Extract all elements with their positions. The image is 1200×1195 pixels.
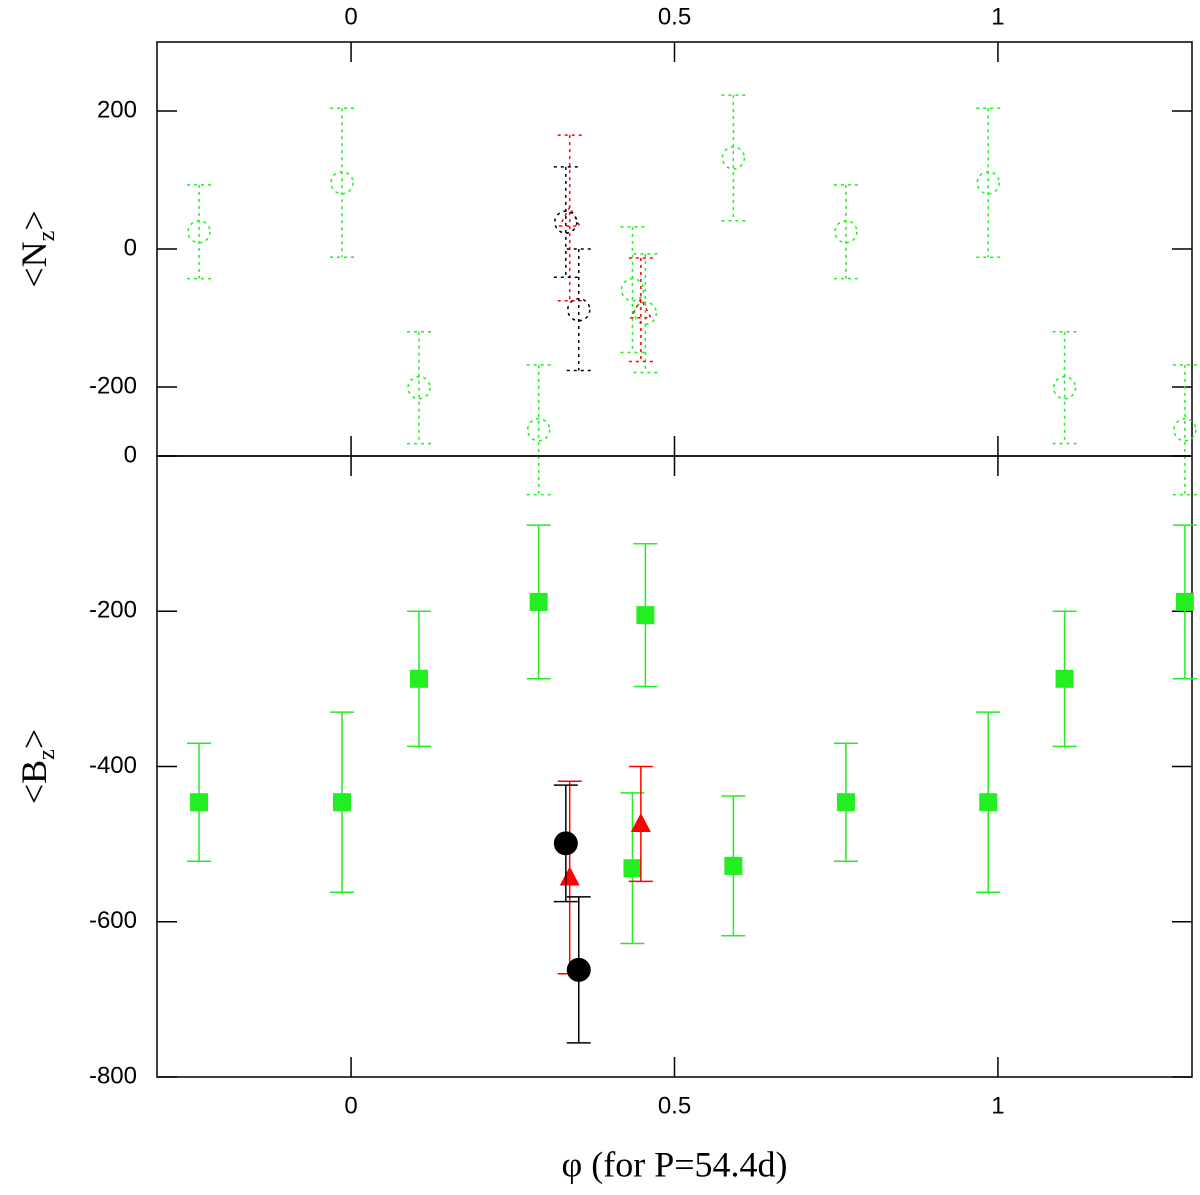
y-tick-label: 0 <box>124 234 137 261</box>
marker <box>187 220 211 244</box>
y-axis-label: <Nz> <box>14 210 59 287</box>
y-tick-label: -800 <box>89 1062 137 1089</box>
marker <box>630 812 651 832</box>
plot-frame <box>156 455 1193 1078</box>
error-bar <box>187 184 212 280</box>
error-bar <box>1172 364 1197 496</box>
marker <box>1175 592 1194 611</box>
marker <box>190 793 209 812</box>
marker <box>724 856 743 875</box>
marker <box>407 375 431 400</box>
x-tick-label: 1 <box>991 1092 1004 1119</box>
x-tick-label: 0.5 <box>658 1092 691 1119</box>
error-bar <box>1052 331 1077 445</box>
error-bar <box>633 253 658 374</box>
marker <box>526 418 551 442</box>
y-axis-label-part: <N <box>14 241 54 287</box>
marker <box>836 793 855 812</box>
marker <box>1055 669 1074 688</box>
error-bar <box>833 184 858 280</box>
y-axis-label-part: z <box>34 231 60 242</box>
marker <box>330 171 354 195</box>
y-axis-label-part: > <box>14 210 54 230</box>
marker <box>409 669 428 688</box>
marker <box>554 210 578 234</box>
error-bar <box>566 248 591 372</box>
y-tick-label: 200 <box>97 96 137 123</box>
x-tick-label: 1 <box>991 3 1004 30</box>
marker <box>1052 375 1077 400</box>
x-tick-label: 0 <box>344 1092 357 1119</box>
x-axis-label: φ (for P=54.4d) <box>561 1144 787 1184</box>
marker <box>620 277 645 302</box>
error-bar <box>406 331 431 445</box>
x-tick-label: 0 <box>344 3 357 30</box>
x-tick-label: 0.5 <box>658 3 691 30</box>
error-bar <box>620 226 645 354</box>
marker <box>566 957 591 982</box>
y-tick-label: -600 <box>89 907 137 934</box>
marker <box>834 220 858 244</box>
error-bar <box>330 107 355 259</box>
error-bar <box>721 94 746 222</box>
error-bar <box>557 134 582 302</box>
error-bar <box>526 364 551 496</box>
y-axis-label: <Bz> <box>14 729 59 804</box>
marker <box>529 592 548 611</box>
marker <box>567 297 591 322</box>
marker <box>979 793 998 812</box>
y-axis-label-part: z <box>34 749 60 760</box>
y-tick-label: -200 <box>89 597 137 624</box>
error-bar <box>628 257 653 363</box>
marker <box>333 793 352 812</box>
y-axis-label-part: > <box>14 729 54 749</box>
plot-frame <box>156 41 1193 457</box>
y-axis-label-part: <B <box>14 760 54 804</box>
marker <box>553 831 578 856</box>
error-bar <box>553 166 578 279</box>
marker <box>721 146 746 170</box>
marker <box>623 859 642 878</box>
marker <box>636 606 655 625</box>
y-tick-label: -200 <box>89 372 137 399</box>
marker <box>559 866 580 886</box>
error-bar <box>976 107 1001 259</box>
marker <box>1173 418 1197 442</box>
marker <box>633 301 658 325</box>
y-tick-label: -400 <box>89 752 137 779</box>
y-tick-label: 0 <box>124 441 137 468</box>
marker <box>976 171 1000 195</box>
